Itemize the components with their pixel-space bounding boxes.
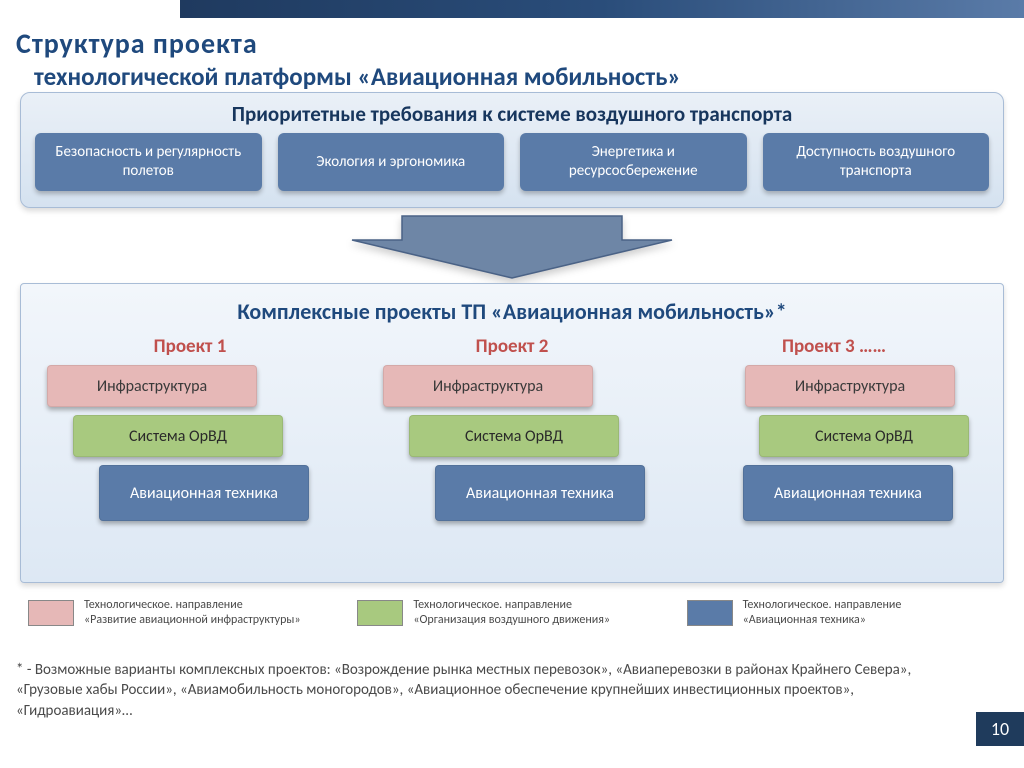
project-title: Проект 3 ……: [685, 335, 983, 358]
legend-swatch: [28, 600, 74, 626]
projects-row: Проект 1 Инфраструктура Система ОрВД Ави…: [41, 335, 983, 565]
requirements-panel: Приоритетные требования к системе воздуш…: [20, 92, 1004, 208]
legend-label-line: «Организация воздушного движения»: [413, 613, 610, 627]
layer-infra: Инфраструктура: [47, 365, 257, 407]
legend-text: Технологическое. направление «Развитие а…: [84, 598, 301, 628]
layer-orvd: Система ОрВД: [409, 415, 619, 457]
legend-item: Технологическое. направление «Авиационна…: [687, 598, 996, 628]
legend-swatch: [357, 600, 403, 626]
slide-title: Структура проекта технологической платфо…: [16, 26, 681, 92]
legend-label-line: «Авиационная техника»: [743, 613, 866, 627]
footnote: * - Возможные варианты комплексных проек…: [16, 660, 954, 721]
layer-avia: Авиационная техника: [99, 465, 309, 521]
legend-item: Технологическое. направление «Развитие а…: [28, 598, 337, 628]
layer-orvd: Система ОрВД: [759, 415, 969, 457]
legend-text: Технологическое. направление «Авиационна…: [743, 598, 902, 628]
projects-panel: Комплексные проекты ТП «Авиационная моби…: [20, 283, 1004, 583]
legend-label-line: «Развитие авиационной инфраструктуры»: [84, 613, 301, 627]
top-accent-bar: [180, 0, 1024, 18]
requirements-row: Безопасность и регулярность полетов Экол…: [35, 133, 989, 191]
legend-item: Технологическое. направление «Организаци…: [357, 598, 666, 628]
legend-text: Технологическое. направление «Организаци…: [413, 598, 610, 628]
title-line-2: технологической платформы «Авиационная м…: [34, 61, 681, 92]
project-column: Проект 1 Инфраструктура Система ОрВД Ави…: [41, 335, 339, 565]
projects-heading: Комплексные проекты ТП «Авиационная моби…: [41, 294, 983, 329]
requirement-box: Доступность воздушного транспорта: [763, 133, 990, 191]
layer-orvd: Система ОрВД: [73, 415, 283, 457]
title-line-1: Структура проекта: [16, 26, 681, 61]
layer-avia: Авиационная техника: [435, 465, 645, 521]
layer-avia: Авиационная техника: [743, 465, 953, 521]
legend-label-line: Технологическое. направление: [84, 598, 243, 612]
project-title: Проект 1: [41, 335, 339, 358]
project-column: Проект 2 Инфраструктура Система ОрВД Ави…: [363, 335, 661, 565]
layer-infra: Инфраструктура: [383, 365, 593, 407]
flow-arrow: [0, 210, 1024, 282]
project-column: Проект 3 …… Инфраструктура Система ОрВД …: [685, 335, 983, 565]
requirement-box: Экология и эргономика: [278, 133, 505, 191]
down-arrow-icon: [342, 210, 682, 282]
legend-swatch: [687, 600, 733, 626]
requirement-box: Безопасность и регулярность полетов: [35, 133, 262, 191]
legend: Технологическое. направление «Развитие а…: [28, 598, 996, 628]
layer-infra: Инфраструктура: [745, 365, 955, 407]
project-title: Проект 2: [363, 335, 661, 358]
page-number-badge: 10: [976, 712, 1024, 746]
requirement-box: Энергетика и ресурсосбережение: [520, 133, 747, 191]
requirements-heading: Приоритетные требования к системе воздуш…: [35, 101, 989, 133]
legend-label-line: Технологическое. направление: [413, 598, 572, 612]
legend-label-line: Технологическое. направление: [743, 598, 902, 612]
